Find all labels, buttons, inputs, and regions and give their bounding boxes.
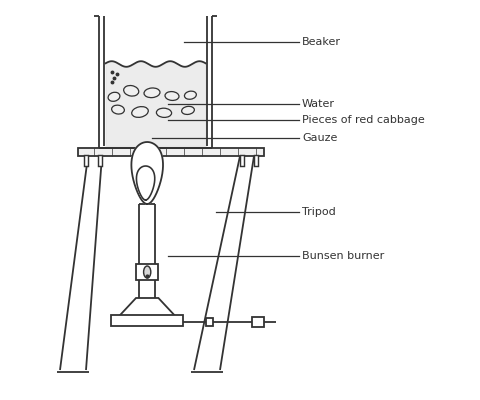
Bar (252, 317, 264, 327)
Ellipse shape (144, 88, 160, 98)
Polygon shape (136, 166, 155, 200)
Text: Tripod: Tripod (302, 207, 336, 217)
Bar (206, 318, 213, 326)
Ellipse shape (132, 107, 148, 117)
Polygon shape (132, 142, 163, 204)
Text: Bunsen burner: Bunsen burner (302, 251, 384, 261)
Ellipse shape (108, 92, 120, 101)
Ellipse shape (112, 105, 124, 114)
Bar (253, 155, 258, 166)
Text: Gauze: Gauze (302, 133, 337, 143)
Ellipse shape (181, 106, 194, 114)
Ellipse shape (156, 108, 171, 118)
Bar (97, 155, 102, 166)
Bar (84, 155, 88, 166)
Ellipse shape (165, 92, 179, 100)
Bar (136, 264, 158, 280)
Text: Beaker: Beaker (302, 37, 341, 47)
Bar (240, 155, 244, 166)
Ellipse shape (144, 266, 151, 278)
Ellipse shape (184, 91, 196, 99)
Ellipse shape (124, 86, 139, 96)
Text: Water: Water (302, 99, 335, 109)
FancyBboxPatch shape (78, 148, 264, 156)
Polygon shape (119, 298, 175, 316)
Text: Pieces of red cabbage: Pieces of red cabbage (302, 115, 425, 125)
Bar (111, 315, 183, 326)
